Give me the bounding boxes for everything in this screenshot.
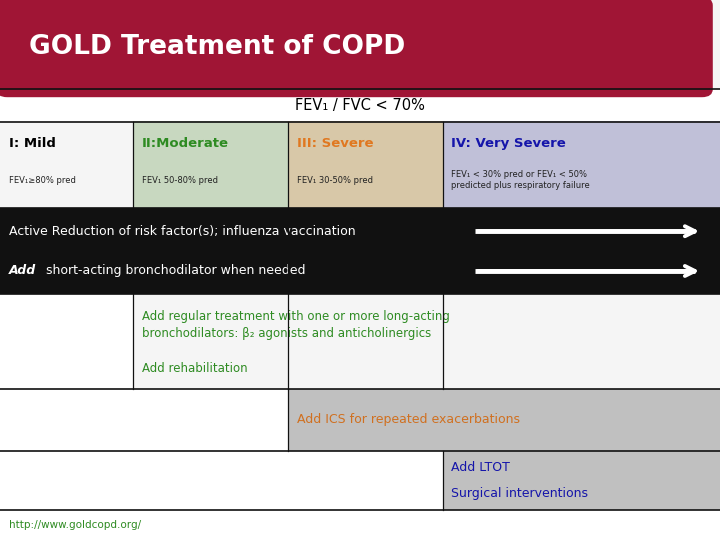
Bar bbox=[0, 294, 133, 389]
Text: FEV₁ / FVC < 70%: FEV₁ / FVC < 70% bbox=[295, 98, 425, 113]
Bar bbox=[0, 294, 720, 389]
Text: Add rehabilitation: Add rehabilitation bbox=[142, 361, 248, 375]
Text: http://www.goldcopd.org/: http://www.goldcopd.org/ bbox=[9, 520, 141, 530]
Bar bbox=[0, 389, 288, 451]
Text: III: Severe: III: Severe bbox=[297, 137, 373, 150]
Text: II:Moderate: II:Moderate bbox=[142, 137, 229, 150]
Text: FEV₁ 30-50% pred: FEV₁ 30-50% pred bbox=[297, 176, 373, 185]
Circle shape bbox=[0, 259, 173, 443]
FancyBboxPatch shape bbox=[0, 0, 713, 97]
Text: Add regular treatment with one or more long-acting
bronchodilators: β₂ agonists : Add regular treatment with one or more l… bbox=[142, 309, 450, 340]
Text: FEV₁ 50-80% pred: FEV₁ 50-80% pred bbox=[142, 176, 218, 185]
Bar bbox=[443, 451, 720, 510]
Text: GOLD Treatment of COPD: GOLD Treatment of COPD bbox=[29, 34, 405, 60]
Bar bbox=[0, 89, 720, 122]
Bar bbox=[0, 451, 443, 510]
Text: FEV₁≥80% pred: FEV₁≥80% pred bbox=[9, 176, 76, 185]
Bar bbox=[288, 122, 443, 208]
Bar bbox=[288, 389, 720, 451]
Bar bbox=[0, 510, 720, 540]
Text: IV: Very Severe: IV: Very Severe bbox=[451, 137, 566, 150]
Bar bbox=[0, 122, 133, 208]
Text: Active Reduction of risk factor(s); influenza vaccination: Active Reduction of risk factor(s); infl… bbox=[9, 225, 355, 238]
Text: Surgical interventions: Surgical interventions bbox=[451, 487, 588, 500]
Text: Add: Add bbox=[9, 265, 36, 278]
Text: Add ICS for repeated exacerbations: Add ICS for repeated exacerbations bbox=[297, 413, 520, 427]
Text: I: Mild: I: Mild bbox=[9, 137, 55, 150]
Text: Add LTOT: Add LTOT bbox=[451, 461, 510, 474]
Circle shape bbox=[468, 362, 720, 540]
Bar bbox=[133, 122, 288, 208]
Bar bbox=[0, 208, 720, 294]
Text: short-acting bronchodilator when needed: short-acting bronchodilator when needed bbox=[42, 265, 305, 278]
Bar bbox=[443, 122, 720, 208]
Text: FEV₁ < 30% pred or FEV₁ < 50%
predicted plus respiratory failure: FEV₁ < 30% pred or FEV₁ < 50% predicted … bbox=[451, 170, 590, 190]
